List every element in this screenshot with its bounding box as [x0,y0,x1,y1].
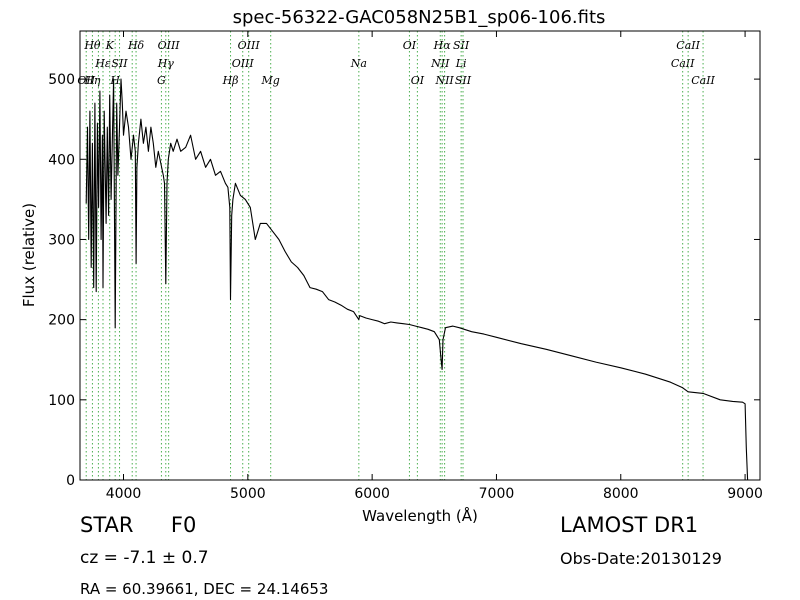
chart-title: spec-56322-GAC058N25B1_sp06-106.fits [233,7,606,28]
spectrum-line [85,78,749,481]
y-tick-label: 200 [48,313,75,329]
spectral-line-label: Hα [433,39,452,52]
x-axis-label: Wavelength (Å) [362,506,478,525]
spectral-line-label: G [157,74,166,87]
plot-frame [79,30,761,481]
spectral-line-label: Li [455,57,467,70]
spectral-line-label: CaII [676,39,700,52]
spectrum-plot [85,78,749,481]
spectral-line-label: OIII [158,39,181,52]
spectral-line-label: Mg [261,74,280,87]
y-axis-label: Flux (relative) [20,203,38,307]
spectral-line-label: Hβ [222,74,239,87]
spectral-line-label: SII [455,74,472,87]
spectral-line-label: NII [434,74,454,87]
object-class: STAR [80,513,134,537]
spectral-line-label: OIII [232,57,255,70]
spectral-line-label: CaII [671,57,695,70]
object-subclass: F0 [170,513,197,537]
coordinates: RA = 60.39661, DEC = 24.14653 [80,580,329,598]
spectral-line-label: Hε [94,57,111,70]
y-tick-label: 500 [48,72,75,88]
y-tick-label: 100 [48,393,75,409]
spectral-line-label: SII [453,39,470,52]
survey-label: LAMOST DR1 [560,513,699,537]
spectral-line-label: OII [77,74,95,87]
observation-date: Obs-Date:20130129 [560,549,722,568]
spectral-line-label: Hη [83,74,101,87]
x-tick-label: 8000 [603,486,639,502]
x-tick-label: 9000 [727,486,763,502]
axes: 4000 5000 6000 7000 8000 9000 0 100 200 300 400 500 [48,31,763,502]
spectral-line-label: CaII [691,74,715,87]
spectral-line-label: NII [430,57,450,70]
y-tick-label: 400 [48,152,75,168]
spectral-line-label: H [109,74,120,87]
spectral-line-label: Hθ [83,39,101,52]
classification: STAR F0 [80,513,196,537]
x-tick-label: 6000 [354,486,390,502]
redshift-value: cz = -7.1 ± 0.7 [80,548,209,568]
x-tick-label: 4000 [106,486,142,502]
spectral-line-label: Na [350,57,367,70]
x-tick-label: 7000 [479,486,515,502]
spectral-line-label: Hδ [127,39,145,52]
y-tick-label: 300 [48,232,75,248]
spectral-line-label: OI [403,39,417,52]
spectral-line-label: SII [111,57,128,70]
y-tick-label: 0 [66,473,75,489]
spectral-line-label: K [105,39,115,52]
spectral-line-label: OIII [238,39,261,52]
spectral-line-label: OI [411,74,425,87]
spectral-line-markers: OII Hθ Hη Hε K H SII Hδ G Hγ OIII Hβ OIII OIII Mg Na OI O… [77,31,716,480]
spectral-line-label: Hγ [157,57,175,70]
x-tick-label: 5000 [230,486,266,502]
